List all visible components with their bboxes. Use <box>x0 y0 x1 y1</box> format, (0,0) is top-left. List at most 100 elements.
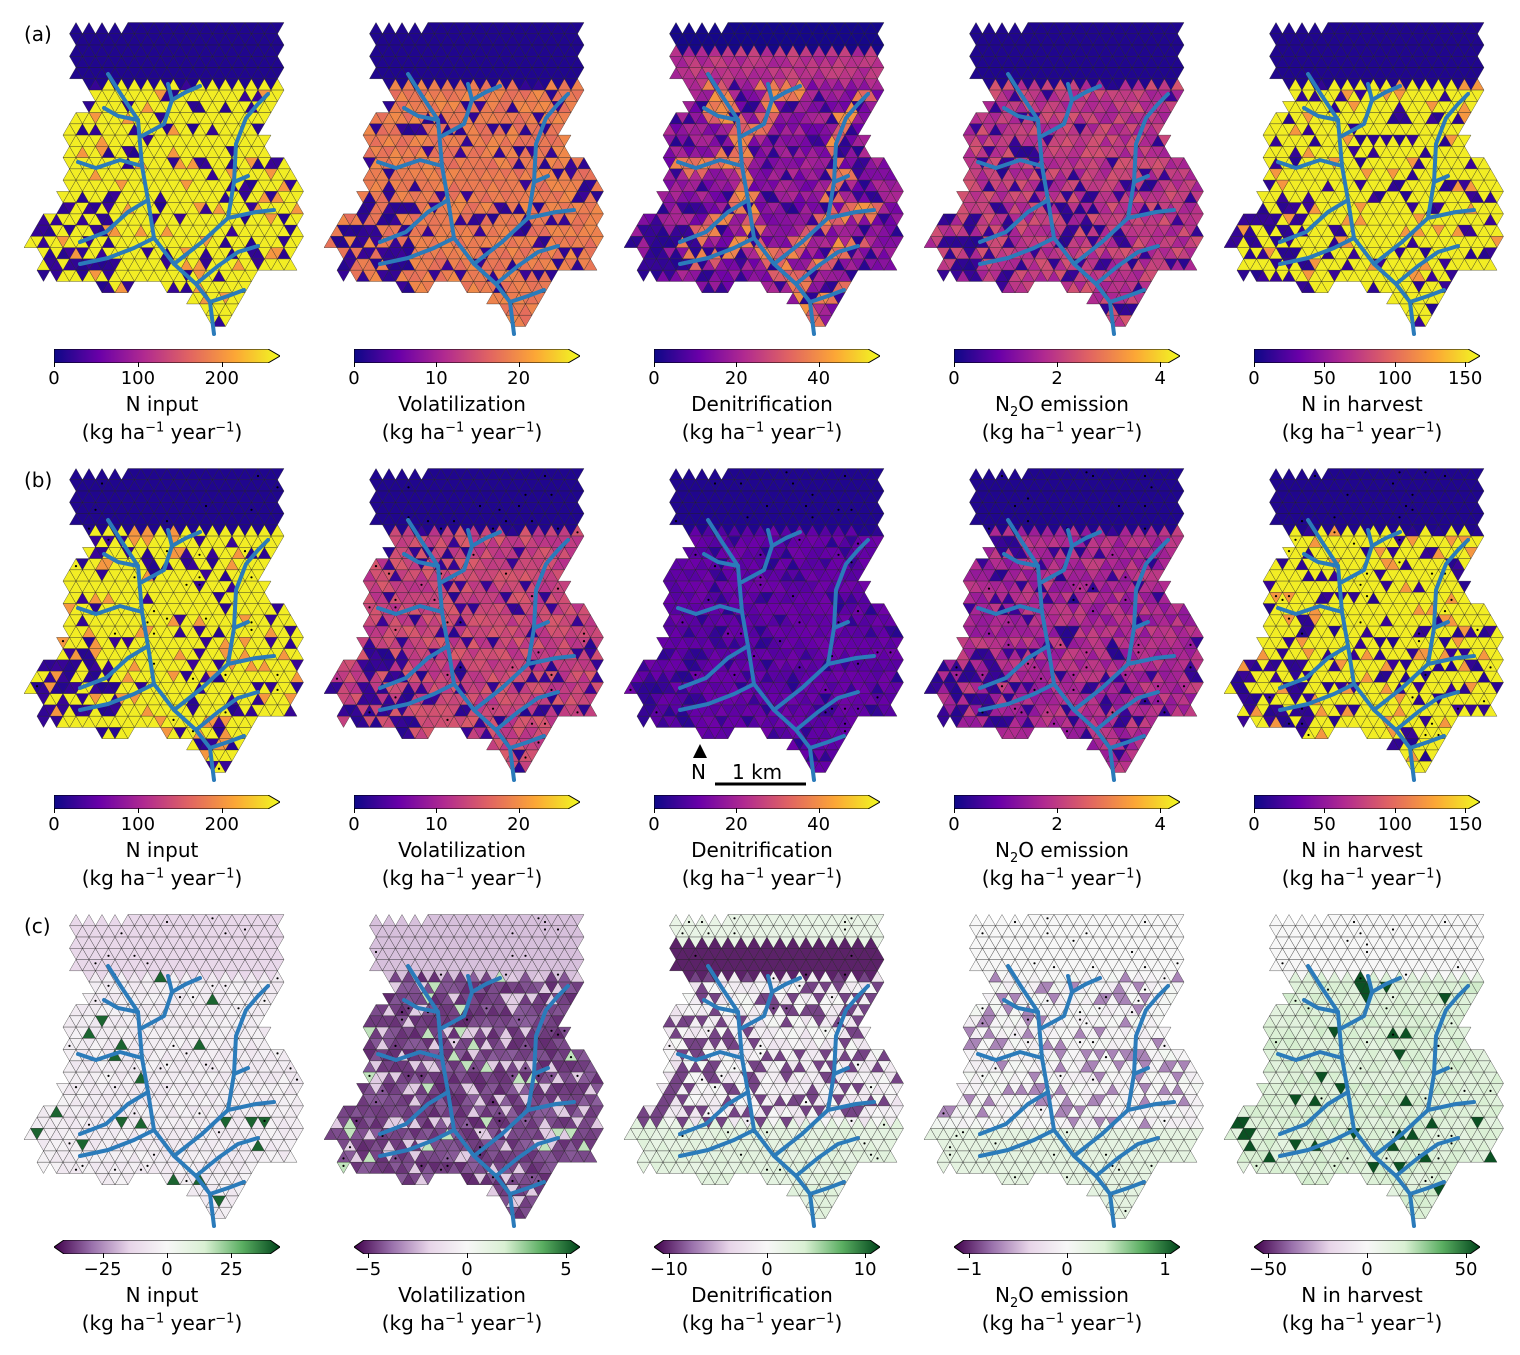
unit-part: −1 <box>515 420 535 436</box>
point-marker <box>250 621 253 624</box>
mesh-cell <box>1190 236 1204 249</box>
point-marker <box>191 677 195 680</box>
mesh-cell <box>1470 22 1485 35</box>
river-line <box>808 288 846 304</box>
mesh-cell <box>270 490 285 503</box>
point-marker <box>107 538 110 541</box>
mesh-cell <box>995 22 1009 34</box>
mesh-cell <box>95 468 109 480</box>
mesh-cell <box>1470 67 1485 80</box>
mesh-cell <box>721 281 735 294</box>
colorbar-title: N input <box>125 392 199 416</box>
colorbar-tick-mark <box>354 362 355 367</box>
colorbar-tick-label: 0 <box>348 368 360 389</box>
unit-part: −1 <box>1345 420 1365 436</box>
mesh-cell <box>395 22 409 34</box>
point-marker <box>165 520 169 523</box>
colorbar-tick-mark <box>518 362 520 367</box>
mesh-cell <box>1183 247 1198 260</box>
colorbar <box>53 348 281 364</box>
mesh-cell <box>283 247 298 260</box>
point-marker <box>198 583 201 586</box>
point-marker <box>204 617 208 620</box>
mesh-cell <box>108 468 122 480</box>
river-line <box>440 82 474 138</box>
colorbar-tick-mark <box>1394 362 1396 367</box>
mesh-cell <box>870 67 885 80</box>
river-line <box>78 198 150 244</box>
mesh-cell <box>290 637 304 649</box>
river-line <box>978 236 1056 266</box>
mesh-cell <box>1183 258 1198 271</box>
point-marker <box>185 583 188 586</box>
mesh-cell <box>1008 22 1022 34</box>
unit-part: ) <box>834 420 843 444</box>
river-line <box>1432 174 1450 184</box>
river-line <box>1276 158 1344 170</box>
river-line <box>232 174 250 184</box>
point-marker <box>100 482 104 485</box>
river-line <box>378 198 450 244</box>
colorbar-tick-mark <box>654 362 655 367</box>
mesh-cell <box>1170 22 1185 35</box>
mesh-cell <box>1118 315 1133 327</box>
mesh-cell <box>82 468 96 480</box>
river-line <box>678 198 750 244</box>
mesh-cell <box>1308 22 1322 34</box>
river-line <box>194 244 260 286</box>
mesh-cell <box>583 247 598 260</box>
point-marker <box>243 550 247 553</box>
mesh-cell <box>1295 22 1309 34</box>
watershed-map <box>924 22 1204 336</box>
colorbar-tick-mark <box>1465 362 1467 367</box>
colorbar-tick-label: 0 <box>948 368 960 389</box>
point-marker <box>198 576 201 579</box>
colorbar-tick-mark <box>54 362 55 367</box>
point-marker <box>250 576 253 579</box>
river-line <box>406 72 516 336</box>
watershed-map <box>24 468 304 782</box>
point-marker <box>152 662 156 665</box>
river-line <box>770 84 802 102</box>
point-marker <box>61 640 65 643</box>
mesh-cell <box>69 22 83 34</box>
river-line <box>676 158 744 170</box>
mesh-cell <box>818 315 833 327</box>
colorbar-tick-mark <box>1160 362 1162 367</box>
mesh-cell <box>283 704 298 717</box>
river-line <box>1072 92 1170 266</box>
mesh-cell <box>290 191 304 203</box>
river-line <box>678 236 756 266</box>
panel-row-label: (a) <box>24 22 52 46</box>
unit-part: (kg ha <box>381 420 446 444</box>
mesh-cell <box>551 123 565 136</box>
mesh-cell <box>838 281 852 294</box>
map-panel: 0 100 200 N input (kg ha−1 year−1) <box>24 446 324 892</box>
mesh-cell <box>108 22 122 34</box>
watershed-map <box>624 22 904 336</box>
point-marker <box>198 553 201 556</box>
mesh-cell <box>270 535 285 548</box>
river-line <box>376 158 444 170</box>
colorbar <box>653 348 881 364</box>
river-line <box>1006 72 1116 336</box>
colorbar-wrapper <box>653 348 881 364</box>
mesh-cell <box>525 303 539 316</box>
mesh-cell <box>538 281 552 294</box>
mesh-cell <box>290 659 304 672</box>
colorbar-units: (kg ha−1 year−1) <box>24 420 300 444</box>
river-line <box>1040 82 1074 138</box>
colorbar-tick-mark <box>818 362 820 367</box>
colorbar-units: (kg ha−1 year−1) <box>624 420 900 444</box>
colorbar-units: (kg ha−1 year−1) <box>1224 420 1500 444</box>
mesh-cell <box>270 44 285 57</box>
mesh-cell <box>570 67 585 80</box>
mesh-cell <box>257 580 272 593</box>
river-line <box>706 72 816 336</box>
mesh-cell <box>870 44 885 57</box>
mesh-cell <box>1157 112 1172 125</box>
unit-part: ) <box>234 420 243 444</box>
river-line <box>772 92 870 266</box>
river-line <box>1070 84 1102 102</box>
map-panel: 0 100 200 N input (kg ha−1 year−1) <box>24 0 324 446</box>
